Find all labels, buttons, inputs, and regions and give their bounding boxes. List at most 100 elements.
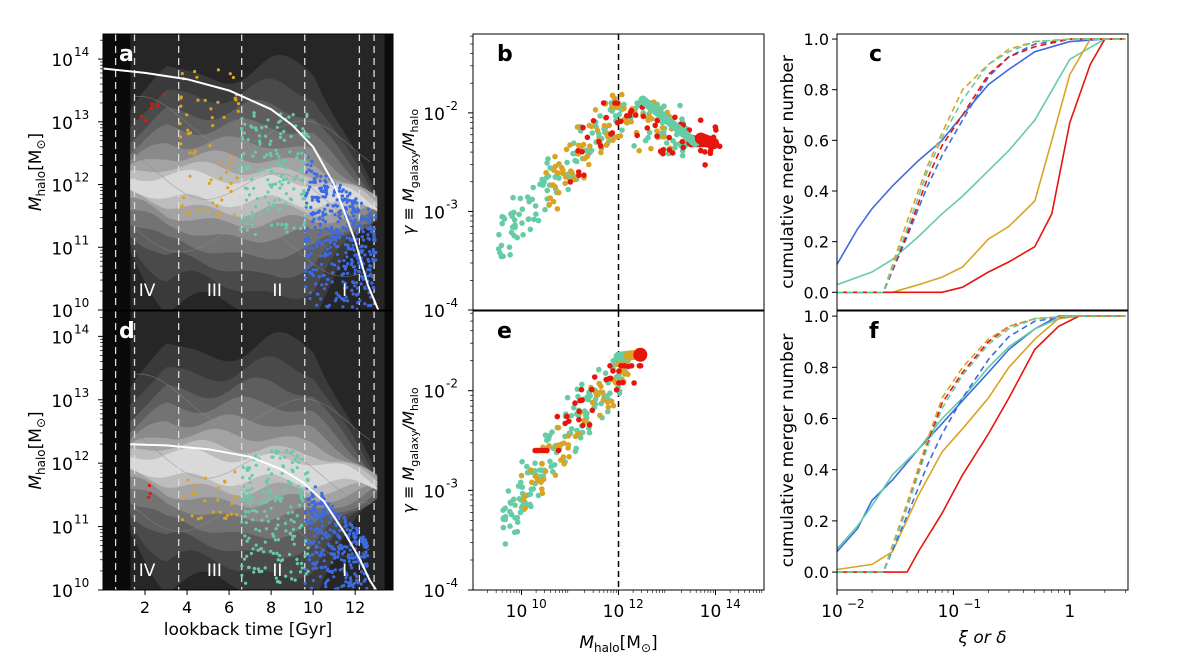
merger-point [252, 566, 256, 571]
ytick-exponent: 14 [74, 45, 89, 59]
merger-point [270, 472, 274, 476]
gamma-point [697, 117, 704, 123]
gamma-point [616, 380, 622, 386]
merger-point [298, 503, 302, 507]
merger-point [301, 197, 305, 201]
merger-point [320, 531, 324, 535]
merger-point [361, 535, 365, 539]
gamma-point [628, 118, 634, 125]
merger-point [271, 455, 275, 459]
merger-point [319, 297, 323, 301]
gamma-point [542, 468, 549, 475]
gamma-point [530, 184, 536, 191]
y-label-sub1: galaxy [408, 151, 421, 188]
merger-point [244, 521, 248, 525]
merger-point [305, 254, 309, 258]
gamma-point [517, 195, 524, 202]
gamma-point [588, 123, 595, 130]
merger-point [343, 286, 347, 290]
merger-point [363, 577, 367, 582]
panel-label-e: e [497, 319, 512, 344]
merger-point [328, 528, 332, 532]
merger-point [241, 137, 245, 141]
merger-point [297, 490, 301, 494]
gamma-point [562, 174, 569, 180]
ytick-exponent: 10 [74, 296, 89, 310]
merger-point [342, 584, 346, 588]
merger-point [322, 287, 326, 291]
y-label-gamma: γ ≡ M [399, 467, 418, 514]
merger-point [280, 183, 284, 187]
merger-point [156, 103, 160, 107]
merger-point [306, 226, 310, 230]
merger-point [322, 559, 326, 563]
gamma-point [514, 234, 520, 241]
merger-point [334, 297, 338, 301]
merger-point [250, 223, 254, 227]
merger-point [236, 102, 241, 106]
x-label-sub: halo [594, 641, 620, 655]
merger-point [260, 499, 264, 503]
merger-point [321, 195, 325, 199]
merger-point [365, 586, 369, 590]
merger-point [225, 513, 230, 517]
merger-point [229, 189, 233, 194]
gamma-point [539, 461, 545, 467]
merger-point [346, 271, 350, 275]
merger-point [307, 188, 311, 192]
gamma-point [612, 113, 619, 119]
merger-point [209, 178, 213, 182]
gamma-point [666, 147, 673, 153]
gamma-point [645, 134, 651, 141]
merger-point [309, 164, 313, 168]
merger-point [368, 264, 372, 268]
merger-point [350, 211, 354, 215]
merger-point [340, 194, 344, 198]
gamma-point [531, 216, 537, 223]
gamma-point [524, 194, 531, 200]
merger-point [353, 272, 357, 276]
merger-point [330, 209, 334, 213]
merger-point [241, 475, 245, 480]
merger-point [190, 492, 194, 496]
merger-point [350, 205, 354, 209]
merger-point [285, 449, 289, 453]
merger-tree-track-1 [134, 373, 371, 441]
merger-point [301, 457, 305, 461]
merger-point [266, 467, 271, 471]
merger-point [312, 534, 317, 538]
xtick-label: 10 [700, 602, 722, 622]
gamma-point [535, 447, 542, 454]
merger-point [328, 245, 332, 249]
epoch-label-I: I [342, 281, 347, 301]
merger-point [344, 190, 348, 194]
gamma-point [610, 402, 617, 409]
merger-point [288, 150, 292, 154]
merger-point [216, 498, 220, 502]
merger-point [350, 305, 354, 309]
merger-point [368, 220, 372, 224]
gamma-point [610, 368, 616, 374]
merger-point [355, 201, 359, 205]
gamma-point [507, 252, 513, 258]
merger-point [277, 120, 281, 124]
merger-point [348, 192, 352, 196]
series-epoch-III-mergers [178, 68, 241, 217]
merger-point [282, 465, 286, 469]
x-axis-label: ξ or δ [957, 628, 1006, 648]
merger-point [227, 166, 231, 170]
merger-point [344, 518, 348, 523]
gamma-point [580, 124, 586, 131]
gamma-point [508, 511, 515, 518]
merger-point [307, 135, 311, 139]
ytick-label: 0.4 [804, 461, 829, 480]
merger-point [274, 182, 278, 186]
merger-point [373, 238, 377, 243]
merger-point [230, 502, 234, 506]
merger-point [216, 486, 220, 490]
merger-point [318, 575, 322, 579]
merger-point [280, 222, 284, 227]
merger-point [355, 530, 359, 535]
merger-point [288, 482, 292, 486]
merger-point [327, 542, 331, 546]
